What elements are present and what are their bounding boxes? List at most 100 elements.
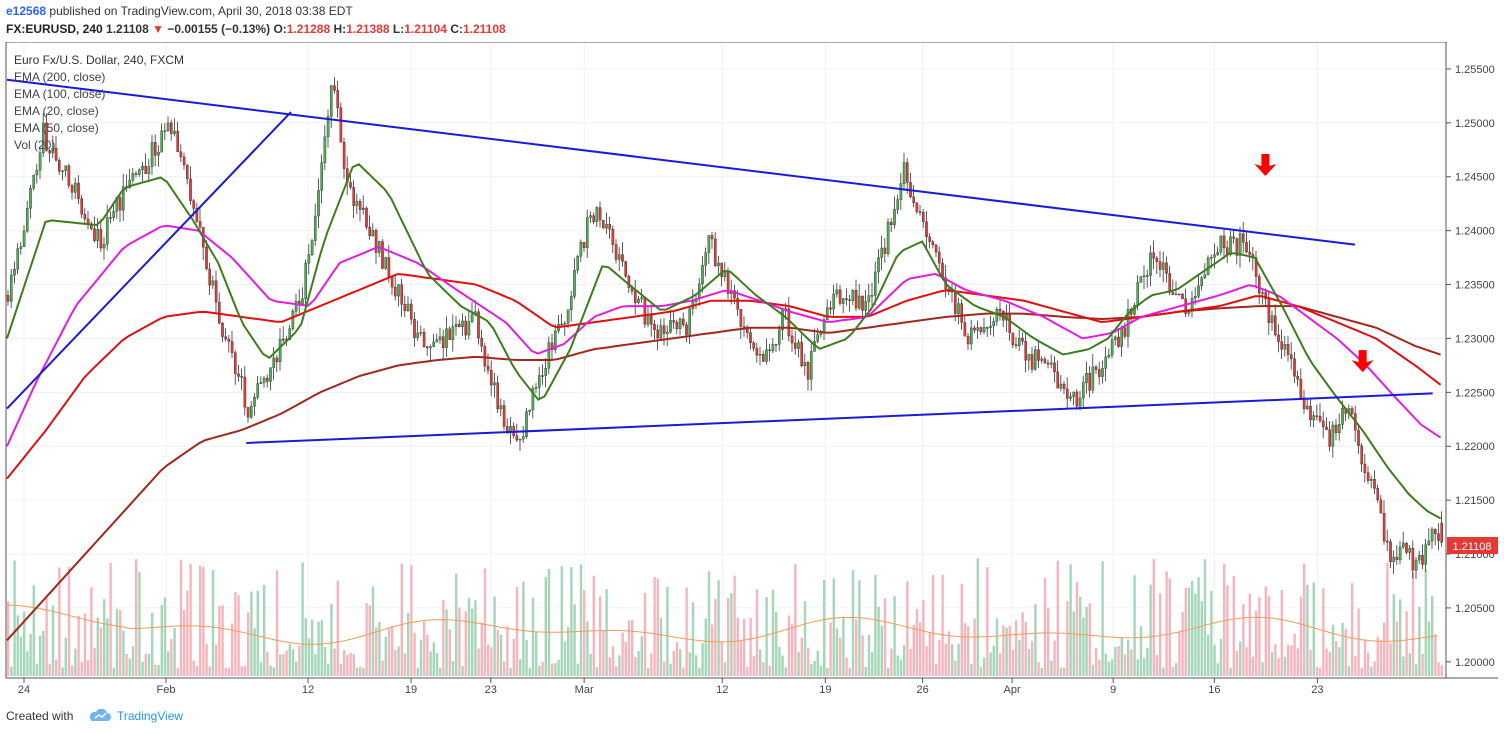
candle-body — [35, 170, 39, 176]
candle-body — [128, 180, 132, 188]
volume-bar — [730, 593, 733, 676]
candle-body — [355, 201, 359, 206]
candle-body — [659, 325, 663, 339]
candle-body — [1229, 236, 1232, 255]
volume-bar — [362, 667, 365, 676]
price-chart[interactable]: 1.200001.205001.210001.215001.220001.225… — [0, 42, 1504, 700]
volume-bar — [90, 587, 93, 676]
candle-body — [624, 261, 627, 277]
volume-bar — [275, 570, 279, 676]
volume-bar — [256, 590, 259, 676]
candle-body — [1261, 292, 1264, 294]
volume-bar — [410, 564, 413, 676]
volume-bar — [1319, 667, 1322, 676]
candle-body — [118, 197, 122, 211]
legend-ema100[interactable]: EMA (100, close) — [14, 87, 105, 101]
volume-bar — [643, 592, 647, 676]
candle-body — [80, 198, 83, 215]
legend-ema200[interactable]: EMA (200, close) — [14, 70, 105, 84]
trendline-lower[interactable] — [246, 392, 1433, 445]
candle-body — [458, 323, 461, 328]
volume-bar — [279, 654, 282, 676]
volume-bar — [1283, 656, 1287, 676]
volume-bar — [512, 638, 515, 676]
volume-bar — [864, 666, 867, 676]
candle-body — [662, 325, 666, 334]
volume-bar — [394, 649, 397, 676]
candle-body — [1053, 362, 1056, 372]
candle-body — [1072, 391, 1075, 397]
candle-body — [874, 271, 877, 296]
volume-bar — [768, 665, 771, 676]
candle-body — [1107, 354, 1111, 358]
candle-body — [554, 330, 557, 351]
volume-bar — [919, 622, 922, 676]
time-tick-label: 9 — [1110, 684, 1116, 696]
candle-body — [467, 321, 471, 336]
volume-bar — [944, 643, 947, 676]
candle-body — [1405, 542, 1408, 553]
candle-body — [1379, 499, 1383, 514]
volume-bar — [493, 596, 496, 676]
legend-ema20[interactable]: EMA (20, close) — [14, 104, 99, 118]
legend-volume[interactable]: Vol (20) — [14, 138, 55, 152]
volume-bar — [170, 639, 173, 676]
volume-bar — [461, 666, 464, 676]
candle-body — [1350, 408, 1354, 414]
tradingview-link[interactable]: TradingView — [117, 709, 184, 723]
trendlines[interactable] — [6, 78, 1433, 445]
candle-body — [195, 208, 199, 222]
trendline-upper[interactable] — [6, 78, 1356, 246]
volume-bar — [819, 665, 823, 676]
price-axis[interactable]: 1.200001.205001.210001.215001.220001.225… — [1446, 64, 1495, 669]
volume-bar — [685, 587, 688, 676]
volume-bar — [762, 662, 765, 676]
candle-body — [1325, 426, 1328, 430]
volume-bar — [19, 636, 23, 676]
volume-bar — [1219, 638, 1223, 676]
candle-body — [742, 326, 746, 328]
volume-bar — [1277, 658, 1280, 676]
volume-bar — [1274, 644, 1277, 676]
volume-bar — [1159, 593, 1162, 676]
candle-body — [464, 320, 468, 336]
volume-bar — [765, 597, 768, 676]
candle-body — [314, 215, 317, 241]
candle-body — [550, 342, 554, 351]
price-tick-label: 1.24000 — [1455, 226, 1495, 238]
volume-bar — [343, 650, 346, 676]
volume-bar — [141, 661, 144, 676]
volume-bar — [999, 653, 1002, 676]
candle-body — [934, 244, 938, 253]
volume-bar — [160, 604, 163, 676]
candle-body — [634, 291, 637, 303]
candle-body — [266, 377, 269, 382]
legend-ema50[interactable]: EMA (50, close) — [14, 121, 99, 135]
volume-bar — [419, 639, 423, 676]
volume-bar — [1008, 625, 1011, 676]
candle-body — [614, 244, 618, 260]
author-username[interactable]: e12568 — [6, 4, 47, 18]
candle-body — [1395, 556, 1399, 561]
time-tick-label: Feb — [157, 684, 176, 696]
volume-bar — [336, 580, 339, 676]
candle-body — [653, 324, 656, 331]
candle-body — [208, 268, 212, 286]
candle-body — [851, 290, 855, 301]
volume-bar — [205, 643, 208, 676]
volume-bar — [435, 653, 439, 676]
volume-bar — [253, 628, 256, 676]
candle-body — [598, 207, 602, 221]
candle-body — [160, 130, 164, 153]
candle-body — [829, 307, 832, 310]
chart-legend: Euro Fx/U.S. Dollar, 240, FXCM EMA (200,… — [14, 53, 184, 152]
volume-bar — [291, 649, 295, 676]
candle-body — [147, 166, 151, 174]
trendline-rising[interactable] — [6, 111, 292, 410]
ema200-line — [6, 305, 1441, 641]
volume-bar — [311, 619, 314, 676]
volume-bar — [1034, 603, 1037, 676]
candle-body — [643, 297, 647, 325]
price-tick-label: 1.20000 — [1455, 657, 1495, 669]
time-axis[interactable]: 24 Feb 12 19 23 Mar 12 19 26 Apr 9 16 23 — [18, 678, 1324, 696]
